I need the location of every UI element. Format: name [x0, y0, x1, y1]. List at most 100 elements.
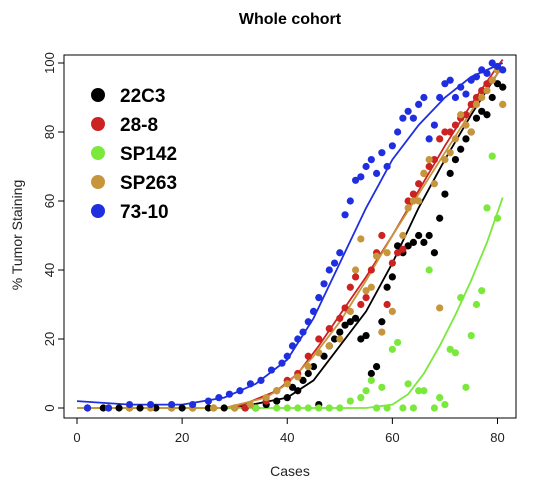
x-tick-label: 20: [175, 430, 189, 445]
x-tick-label: 40: [280, 430, 294, 445]
point-73-10: [146, 400, 155, 409]
point-22c3: [309, 363, 318, 371]
y-tick-label: 20: [42, 332, 57, 346]
point-sp263: [231, 404, 239, 412]
point-28-8: [399, 245, 407, 253]
point-22c3: [383, 283, 391, 291]
point-73-10: [304, 318, 312, 326]
point-sp263: [357, 235, 365, 243]
point-sp263: [210, 404, 218, 412]
point-sp263: [351, 266, 360, 274]
point-22c3: [288, 383, 297, 391]
point-22c3: [99, 404, 107, 412]
point-73-10: [83, 404, 92, 412]
point-sp142: [488, 152, 496, 160]
point-sp263: [499, 100, 507, 108]
x-tick-label: 60: [385, 430, 399, 445]
point-73-10: [409, 114, 417, 122]
point-73-10: [446, 76, 454, 84]
point-sp263: [430, 180, 439, 188]
point-sp142: [404, 380, 412, 388]
y-axis-title: % Tumor Staining: [9, 180, 25, 291]
point-28-8: [436, 135, 444, 143]
point-22c3: [152, 404, 160, 412]
point-73-10: [125, 400, 134, 409]
point-73-10: [330, 259, 339, 267]
point-22c3: [273, 397, 281, 405]
point-73-10: [204, 397, 213, 405]
point-22c3: [488, 93, 496, 102]
point-73-10: [267, 366, 276, 374]
point-73-10: [225, 390, 234, 398]
point-sp142: [462, 383, 470, 391]
point-sp263: [388, 307, 396, 315]
point-sp263: [294, 373, 302, 381]
point-73-10: [467, 76, 475, 84]
point-22c3: [220, 404, 228, 412]
point-73-10: [399, 114, 407, 122]
point-73-10: [420, 93, 428, 102]
point-73-10: [472, 73, 481, 81]
point-22c3: [493, 80, 502, 88]
point-22c3: [330, 335, 339, 343]
point-sp142: [362, 387, 370, 395]
point-73-10: [425, 135, 433, 143]
y-axis: 0 20 40 60 80 100: [42, 52, 64, 412]
point-sp142: [457, 294, 465, 302]
point-sp142: [451, 349, 460, 357]
point-sp263: [457, 111, 465, 119]
point-sp263: [462, 121, 470, 129]
point-73-10: [294, 335, 302, 343]
point-28-8: [441, 128, 449, 136]
point-28-8: [362, 294, 370, 302]
point-sp142: [493, 214, 502, 222]
point-sp263: [441, 156, 449, 164]
data-points: [83, 59, 507, 412]
point-22c3: [462, 135, 470, 143]
point-sp142: [325, 404, 333, 412]
point-22c3: [451, 156, 460, 164]
point-sp263: [472, 100, 481, 108]
point-28-8: [346, 283, 354, 291]
legend-marker-22c3: [91, 88, 105, 102]
point-sp263: [451, 135, 460, 143]
point-73-10: [236, 387, 244, 395]
point-28-8: [425, 162, 433, 171]
point-sp263: [315, 349, 323, 357]
point-sp142: [388, 345, 396, 353]
point-73-10: [404, 107, 412, 115]
point-73-10: [257, 376, 265, 384]
point-sp142: [420, 387, 428, 395]
point-73-10: [189, 400, 197, 409]
point-28-8: [409, 190, 417, 198]
point-sp263: [246, 400, 255, 409]
point-73-10: [388, 142, 396, 150]
point-22c3: [441, 190, 449, 198]
point-28-8: [336, 314, 344, 322]
point-73-10: [488, 59, 496, 67]
point-22c3: [478, 107, 486, 115]
point-22c3: [472, 114, 481, 122]
point-sp142: [409, 404, 417, 412]
point-sp263: [404, 204, 412, 212]
point-28-8: [304, 352, 312, 360]
point-sp263: [262, 394, 270, 402]
point-sp263: [336, 335, 344, 343]
point-28-8: [404, 197, 412, 205]
point-73-10: [246, 380, 255, 388]
point-sp263: [304, 363, 312, 371]
point-73-10: [383, 162, 391, 171]
point-sp142: [383, 404, 391, 412]
point-73-10: [104, 404, 113, 412]
point-sp263: [467, 128, 475, 136]
point-sp263: [446, 149, 454, 157]
point-73-10: [493, 62, 502, 71]
point-sp142: [378, 383, 386, 391]
point-sp142: [357, 394, 365, 402]
point-sp263: [367, 283, 375, 291]
point-sp142: [483, 204, 491, 212]
point-sp142: [315, 404, 323, 412]
point-73-10: [288, 342, 297, 350]
point-73-10: [430, 121, 439, 129]
point-sp263: [378, 328, 386, 336]
